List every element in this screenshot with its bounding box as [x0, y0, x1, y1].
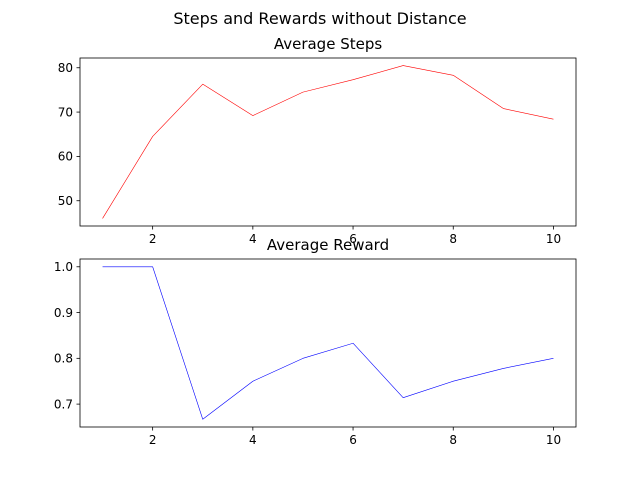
steps-x-tick-label: 8 — [449, 232, 457, 246]
steps-y-ticks: 50 60 70 80 — [58, 61, 80, 208]
steps-y-tick-label: 70 — [58, 105, 73, 119]
steps-x-tick-label: 2 — [149, 232, 157, 246]
steps-x-tick-label: 4 — [249, 232, 257, 246]
reward-plot-title: Average Reward — [267, 236, 389, 254]
steps-y-tick-label: 80 — [58, 61, 73, 75]
steps-x-tick-label: 10 — [546, 232, 561, 246]
reward-subplot: Average Reward 2 4 6 8 10 0.7 0.8 0.9 1.0 — [54, 236, 577, 447]
figure-title: Steps and Rewards without Distance — [173, 9, 466, 28]
reward-x-tick-label: 8 — [449, 433, 457, 447]
reward-y-ticks: 0.7 0.8 0.9 1.0 — [54, 260, 80, 411]
steps-x-ticks: 2 4 6 8 10 — [149, 226, 561, 246]
steps-x-tick-label: 6 — [349, 232, 357, 246]
reward-y-tick-label: 0.8 — [54, 352, 73, 366]
reward-series-line — [102, 266, 554, 420]
reward-x-tick-label: 6 — [349, 433, 357, 447]
steps-plot-title: Average Steps — [274, 35, 383, 53]
steps-series-line — [102, 65, 554, 219]
steps-y-tick-label: 50 — [58, 194, 73, 208]
steps-plot-frame — [79, 57, 577, 227]
reward-plot-frame — [79, 258, 577, 428]
reward-x-tick-label: 10 — [546, 433, 561, 447]
steps-subplot: Average Steps 2 4 6 8 10 50 60 70 80 — [58, 35, 577, 246]
reward-y-tick-label: 0.9 — [54, 306, 73, 320]
reward-x-tick-label: 4 — [249, 433, 257, 447]
reward-y-tick-label: 0.7 — [54, 397, 73, 411]
reward-x-tick-label: 2 — [149, 433, 157, 447]
reward-x-ticks: 2 4 6 8 10 — [149, 427, 561, 447]
reward-y-tick-label: 1.0 — [54, 260, 73, 274]
steps-y-tick-label: 60 — [58, 150, 73, 164]
